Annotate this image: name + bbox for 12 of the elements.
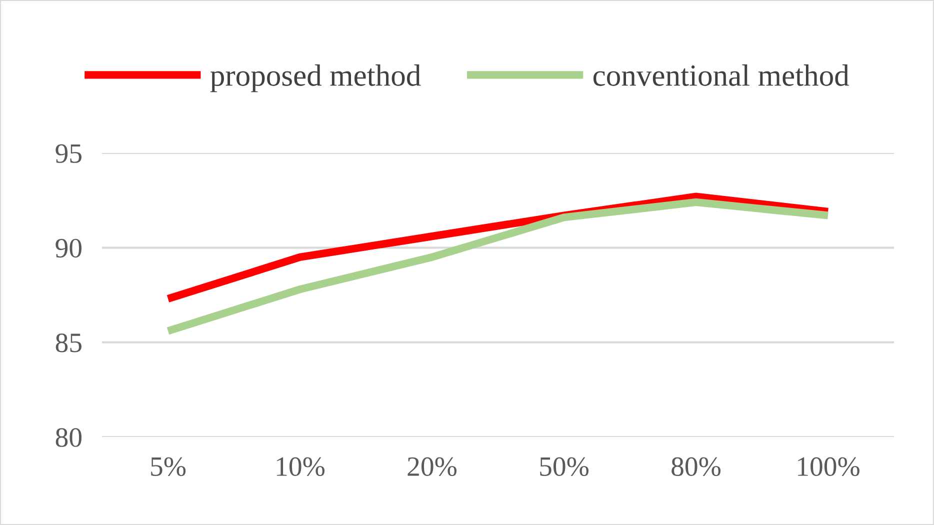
x-tick-label: 80%	[672, 457, 721, 476]
y-tick-label: 90	[56, 238, 82, 258]
legend-label: proposed method	[210, 64, 421, 92]
x-tick-label: 20%	[408, 457, 457, 476]
y-tick-label: 85	[56, 334, 82, 352]
x-tick-label: 10%	[276, 457, 325, 476]
legend-label: conventional method	[593, 64, 850, 86]
y-tick-label: 80	[56, 428, 82, 447]
x-tick-label: 5%	[151, 457, 186, 476]
y-tick-label: 95	[56, 144, 82, 163]
x-tick-label: 50%	[540, 457, 589, 476]
x-tick-label: 100%	[798, 457, 860, 476]
